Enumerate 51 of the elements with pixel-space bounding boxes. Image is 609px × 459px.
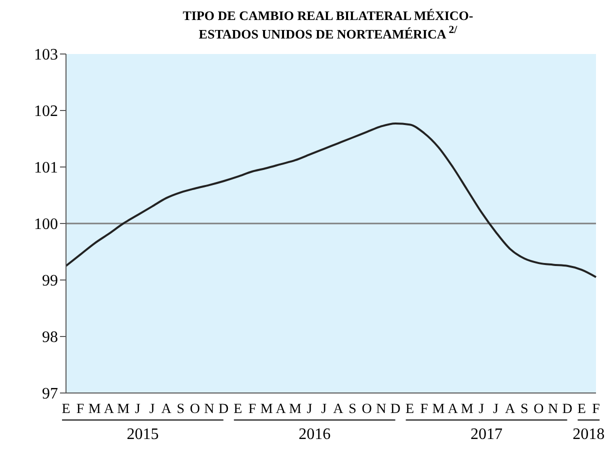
- y-tick-label: 97: [42, 386, 58, 404]
- x-tick-label: F: [76, 402, 84, 418]
- text: 2017: [470, 426, 502, 444]
- x-tick-label: E: [406, 402, 414, 418]
- x-tick-label: N: [376, 402, 386, 418]
- text: 2016: [298, 426, 331, 444]
- x-tick-label: A: [448, 402, 459, 418]
- text: 2018: [572, 426, 605, 444]
- y-tick-label: 102: [34, 104, 58, 121]
- line-series: [65, 122, 597, 279]
- x-tick-label: D: [390, 402, 401, 418]
- x-tick-label: E: [234, 402, 242, 418]
- x-tick-label: D: [562, 402, 572, 418]
- x-tick-label: S: [520, 402, 528, 418]
- y-tick-label: 100: [34, 216, 58, 234]
- x-tick-label: E: [62, 402, 70, 418]
- chart-title: TIPO DE CAMBIO REAL BILATERAL MÉXICO-ESTADOS UNIDOS DE NORTEAMÉRICA $^{2/}$: [182, 8, 474, 42]
- y-tick-label: 101: [34, 160, 58, 178]
- x-tick-label: F: [592, 402, 600, 418]
- x-tick-label: J: [493, 402, 500, 418]
- x-tick-label: A: [504, 402, 516, 418]
- x-tick-label: A: [161, 402, 172, 418]
- x-tick-label: F: [248, 402, 256, 418]
- x-tick-label: J: [149, 402, 156, 418]
- x-tick-label: M: [288, 402, 302, 418]
- x-tick-label: M: [432, 402, 446, 418]
- y-tick-label: 103: [34, 47, 58, 64]
- x-tick-label: O: [362, 402, 372, 418]
- x-tick-label: S: [348, 402, 356, 418]
- y-tick-label: 98: [42, 330, 58, 347]
- x-tick-label: N: [548, 402, 558, 418]
- x-tick-label: J: [134, 402, 141, 418]
- x-tick-label: A: [104, 402, 115, 418]
- x-tick-label: D: [218, 402, 229, 418]
- x-tick-label: F: [420, 402, 428, 418]
- text: 2015: [126, 426, 159, 444]
- x-tick-label: N: [204, 402, 214, 418]
- x-tick-label: O: [534, 402, 544, 418]
- x-tick-label: E: [577, 402, 586, 418]
- x-tick-label: M: [460, 402, 474, 418]
- x-tick-label: A: [276, 402, 287, 418]
- x-tick-label: O: [190, 402, 200, 418]
- x-tick-label: J: [306, 402, 313, 418]
- y-tick-label: 99: [42, 273, 58, 290]
- x-tick-label: J: [478, 402, 485, 418]
- x-tick-label: S: [176, 402, 184, 418]
- x-tick-label: M: [88, 402, 102, 418]
- x-tick-label: J: [321, 402, 328, 418]
- x-tick-label: M: [260, 402, 274, 418]
- x-tick-label: M: [117, 402, 130, 418]
- x-tick-label: A: [333, 402, 344, 418]
